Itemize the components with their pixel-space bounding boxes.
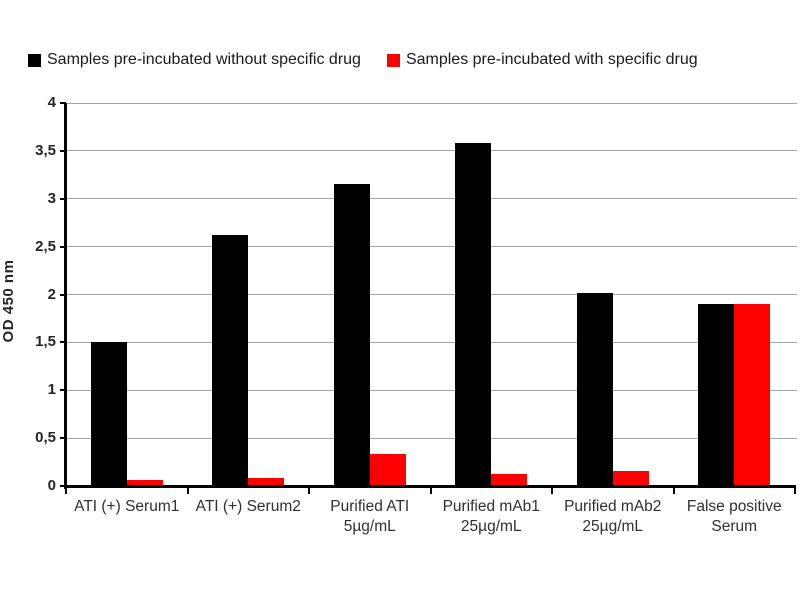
gridline: [66, 102, 797, 104]
gridline: [66, 437, 797, 439]
x-axis-line: [64, 485, 796, 488]
y-axis-tick: [60, 102, 66, 104]
y-axis-tick: [60, 293, 66, 296]
y-tick-label: 0: [47, 477, 56, 494]
x-category-label: False positive Serum: [666, 497, 800, 537]
y-axis-tick: [60, 245, 66, 248]
bar-without-drug: [333, 184, 370, 486]
x-category-label-line: 5µg/mL: [343, 518, 396, 535]
x-category-label-line: 25µg/mL: [582, 518, 644, 535]
bar-with-drug: [491, 473, 528, 486]
y-tick-label: 3,5: [35, 141, 56, 159]
legend-swatch-with-drug: [386, 53, 400, 67]
bar-without-drug: [698, 304, 735, 486]
y-tick-label: 4: [47, 94, 56, 111]
legend-swatch-without-drug: [28, 53, 41, 67]
gridline: [66, 150, 797, 152]
x-category-label-line: Purified mAb2: [564, 498, 662, 515]
x-category-label-line: False positive: [686, 498, 782, 515]
gridline: [66, 246, 797, 248]
gridline: [66, 294, 797, 295]
x-category-label-line: ATI (+) Serum2: [195, 498, 301, 515]
y-tick-label: 2: [47, 285, 56, 303]
x-category-label-line: 25µg/mL: [460, 518, 522, 535]
y-tick-label: 1,5: [35, 333, 56, 351]
x-category-label-line: Purified mAb1: [442, 498, 540, 515]
x-axis-tick: [672, 488, 675, 494]
bar-with-drug: [734, 304, 771, 486]
x-category-label: ATI (+) Serum2: [180, 497, 318, 517]
y-axis-tick: [60, 149, 66, 152]
y-axis-tick: [60, 341, 66, 344]
x-axis-tick: [65, 488, 67, 494]
gridline: [66, 341, 797, 343]
y-tick-label: 2,5: [35, 237, 56, 255]
legend-label-without-drug: Samples pre-incubated without specific d…: [47, 51, 361, 68]
legend: Samples pre-incubated without specific d…: [28, 51, 698, 69]
gridline: [66, 198, 797, 200]
bar-with-drug: [126, 480, 163, 486]
bar-without-drug: [576, 292, 613, 486]
x-category-label-line: Serum: [711, 518, 758, 535]
y-axis-tick: [60, 389, 66, 392]
x-category-label: Purified mAb2 25µg/mL: [544, 497, 682, 537]
y-tick-label: 3: [47, 189, 56, 207]
x-category-label: ATI (+) Serum1: [58, 497, 196, 517]
x-category-label-line: ATI (+) Serum1: [74, 498, 180, 515]
x-category-label: Purified ATI 5µg/mL: [301, 497, 439, 537]
bar-with-drug: [612, 470, 649, 486]
x-axis-tick: [794, 488, 796, 494]
bar-with-drug: [248, 478, 285, 486]
x-axis-tick: [308, 488, 310, 494]
gridline: [66, 389, 797, 391]
bar-with-drug: [369, 454, 406, 486]
y-axis-tick: [60, 485, 66, 487]
legend-label-with-drug: Samples pre-incubated with specific drug: [405, 51, 698, 68]
x-category-label: Purified mAb1 25µg/mL: [423, 497, 561, 537]
bar-without-drug: [212, 235, 249, 486]
x-axis-tick: [186, 488, 189, 494]
x-category-label-line: Purified ATI: [330, 498, 410, 515]
bar-without-drug: [90, 342, 127, 486]
bar-without-drug: [455, 143, 492, 486]
y-tick-label: 1: [47, 381, 56, 399]
y-axis-line: [64, 103, 67, 489]
x-axis-tick: [551, 488, 553, 494]
x-axis-tick: [429, 488, 432, 494]
y-axis-tick: [60, 197, 66, 200]
y-tick-label: 0,5: [35, 429, 56, 447]
y-axis-tick: [60, 437, 66, 440]
